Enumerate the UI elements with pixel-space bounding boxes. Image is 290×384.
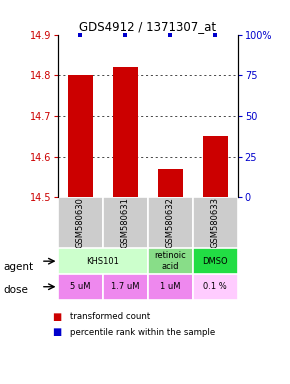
Text: GSM580633: GSM580633 (211, 197, 220, 248)
Text: 1 uM: 1 uM (160, 282, 181, 291)
Text: GSM580632: GSM580632 (166, 197, 175, 248)
Text: KHS101: KHS101 (86, 257, 119, 266)
Bar (58, 274, 103, 300)
Text: 5 uM: 5 uM (70, 282, 91, 291)
Text: 1.7 uM: 1.7 uM (111, 282, 140, 291)
Bar (58, 197, 103, 248)
Bar (113, 67, 138, 197)
Bar (103, 197, 148, 248)
Bar (193, 274, 238, 300)
Text: percentile rank within the sample: percentile rank within the sample (70, 328, 215, 337)
Text: 0.1 %: 0.1 % (204, 282, 227, 291)
Bar (148, 197, 193, 248)
Bar (148, 248, 193, 274)
Text: GSM580630: GSM580630 (76, 197, 85, 248)
Bar (158, 169, 183, 197)
Text: DMSO: DMSO (202, 257, 228, 266)
Bar (68, 75, 93, 197)
Bar (58, 248, 148, 274)
Text: transformed count: transformed count (70, 312, 150, 321)
Text: retinoic
acid: retinoic acid (155, 252, 186, 271)
Title: GDS4912 / 1371307_at: GDS4912 / 1371307_at (79, 20, 216, 33)
Bar (203, 136, 228, 197)
Bar (193, 197, 238, 248)
Text: ■: ■ (52, 327, 61, 337)
Text: ■: ■ (52, 312, 61, 322)
Bar (148, 274, 193, 300)
Bar (193, 248, 238, 274)
Bar (103, 274, 148, 300)
Text: agent: agent (3, 262, 33, 272)
Text: GSM580631: GSM580631 (121, 197, 130, 248)
Text: dose: dose (3, 285, 28, 295)
